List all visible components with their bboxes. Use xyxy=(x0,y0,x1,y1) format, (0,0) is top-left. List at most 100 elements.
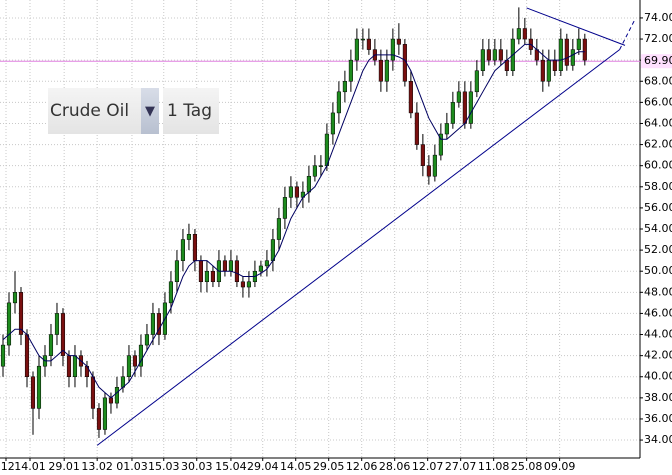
candle-body xyxy=(258,265,263,272)
candle-body xyxy=(276,218,281,240)
symbol-select[interactable]: Crude Oil xyxy=(48,88,142,134)
candle-body xyxy=(438,133,443,156)
candle-body xyxy=(384,59,389,82)
candle-body xyxy=(516,28,521,40)
candle-body xyxy=(174,260,179,283)
candle-body xyxy=(180,239,185,261)
candle-body xyxy=(336,91,341,114)
candle-body xyxy=(102,397,108,430)
candle-body xyxy=(498,49,503,61)
x-tick-label: 15.04 xyxy=(215,460,247,473)
candle-body xyxy=(36,365,42,409)
y-tick-label: 42.00 xyxy=(644,349,672,362)
x-tick-label: 25.08 xyxy=(511,460,543,473)
candle-body xyxy=(432,154,437,177)
candle-body xyxy=(330,112,335,135)
candle-body xyxy=(342,81,347,93)
dropdown-arrow[interactable]: ▼ xyxy=(141,88,159,134)
candle-body xyxy=(282,197,287,219)
candle-body xyxy=(192,234,197,261)
candle-body xyxy=(234,260,239,283)
candle-body xyxy=(264,260,269,267)
y-tick-label: 58.00 xyxy=(644,180,672,193)
candle-body xyxy=(390,38,395,61)
candle-body xyxy=(168,281,173,304)
candle-body xyxy=(474,70,479,93)
y-tick-label: 62.00 xyxy=(644,138,672,151)
candle-body xyxy=(468,91,473,124)
x-tick-label: 13.02 xyxy=(81,460,113,473)
trendline xyxy=(526,7,626,46)
candle-body xyxy=(228,260,233,272)
candle-body xyxy=(546,59,551,82)
y-tick-label: 66.00 xyxy=(644,95,672,108)
x-tick-label: 14.05 xyxy=(280,460,312,473)
y-tick-label: 48.00 xyxy=(644,285,672,298)
candle-body xyxy=(222,260,227,272)
trendline xyxy=(619,19,636,50)
candle-body xyxy=(132,355,138,367)
candle-body xyxy=(396,38,401,45)
candle-body xyxy=(72,355,78,377)
y-tick-label: 52.00 xyxy=(644,243,672,256)
candle-body xyxy=(414,112,419,145)
candle-body xyxy=(240,281,245,288)
candle-body xyxy=(366,38,371,50)
x-tick-label: 28.06 xyxy=(379,460,411,473)
candle-body xyxy=(444,123,449,135)
candle-body xyxy=(408,81,413,114)
candle-body xyxy=(60,313,66,356)
candle-body xyxy=(114,387,120,404)
candle-body xyxy=(564,38,569,66)
candle-body xyxy=(492,49,497,61)
candle-body xyxy=(552,59,557,71)
candle-body xyxy=(360,38,365,41)
candle-body xyxy=(294,186,299,198)
candle-body xyxy=(378,59,383,82)
candle-body xyxy=(96,408,102,430)
moving-average xyxy=(2,43,585,399)
y-tick-label: 38.00 xyxy=(644,391,672,404)
candle-body xyxy=(462,91,467,124)
candle-body xyxy=(246,281,251,288)
candle-body xyxy=(306,175,311,193)
candle-body xyxy=(186,234,191,240)
y-tick-label: 56.00 xyxy=(644,201,672,214)
candle-body xyxy=(450,102,455,124)
x-tick-label: 29.04 xyxy=(247,460,279,473)
candle-body xyxy=(348,59,353,82)
y-tick-label: 36.00 xyxy=(644,412,672,425)
candle-body xyxy=(426,165,431,177)
y-tick-label: 40.00 xyxy=(644,370,672,383)
trendline xyxy=(96,49,620,446)
candle-body xyxy=(456,91,461,103)
candle-body xyxy=(66,355,72,377)
candle-body xyxy=(18,292,24,335)
y-tick-label: 50.00 xyxy=(644,264,672,277)
x-tick-label: 29.05 xyxy=(313,460,345,473)
candle-body xyxy=(48,334,54,356)
candle-body xyxy=(204,270,209,283)
y-tick-label: 44.00 xyxy=(644,328,672,341)
price-label: 69.90 xyxy=(644,54,672,67)
candle-body xyxy=(480,49,485,71)
candle-body xyxy=(540,59,545,82)
candle-body xyxy=(210,270,215,283)
x-tick-label: 09.09 xyxy=(544,460,576,473)
candle-body xyxy=(570,49,575,66)
candle-body xyxy=(318,165,323,167)
y-tick-label: 54.00 xyxy=(644,222,672,235)
timeframe-label: 1 Tag xyxy=(163,88,219,134)
candle-body xyxy=(324,133,329,166)
x-tick-label: 30.03 xyxy=(181,460,213,473)
y-tick-label: 64.00 xyxy=(644,116,672,129)
y-tick-label: 68.00 xyxy=(644,74,672,87)
price-label-bg xyxy=(641,54,672,69)
candle-body xyxy=(12,292,18,304)
x-tick-label: 12.06 xyxy=(346,460,378,473)
candle-body xyxy=(558,38,563,71)
y-tick-label: 74.00 xyxy=(644,11,672,24)
candle-body xyxy=(108,397,114,404)
candle-body xyxy=(312,165,317,177)
